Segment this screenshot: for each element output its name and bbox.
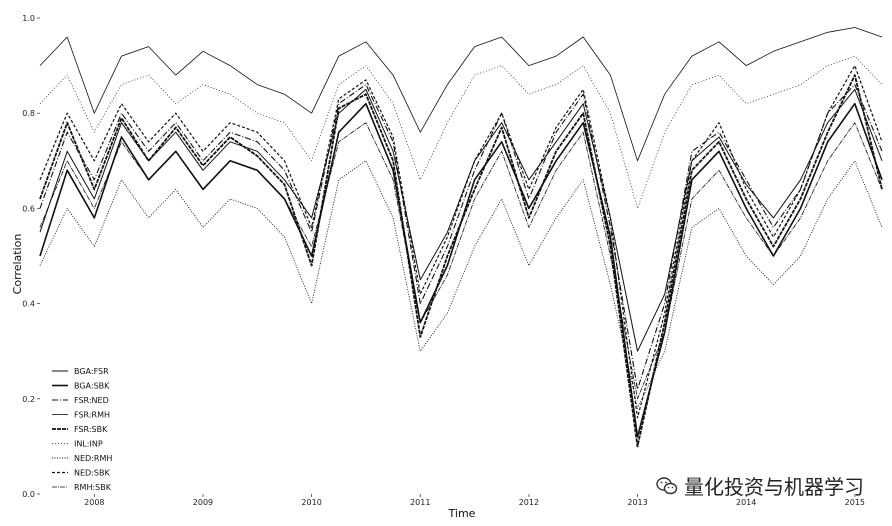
plot-area (39, 27, 883, 448)
legend-label: FSR:SBK (74, 425, 108, 434)
watermark: 量化投资与机器学习 (656, 471, 864, 500)
legend-label: NED:RMH (74, 454, 112, 463)
y-tick-label: 0.8 (22, 109, 35, 118)
y-tick-label: 0.4 (22, 300, 35, 309)
x-tick-label: 2013 (627, 498, 647, 507)
series-line-ned-sbk (39, 64, 883, 419)
legend-label: INL:INP (74, 440, 103, 449)
series-line-rmh-sbk (39, 122, 883, 400)
legend-label: FSR:NED (74, 396, 109, 405)
y-tick-label: 1.0 (22, 14, 35, 23)
x-tick-label: 2014 (736, 498, 756, 507)
y-axis: 0.0 0.2 0.4 0.6 0.8 1.0 (22, 14, 40, 499)
x-tick-label: 2012 (519, 498, 539, 507)
y-axis-label: Correlation (11, 234, 24, 295)
x-tick-label: 2010 (301, 498, 321, 507)
x-tick-label: 2015 (845, 498, 865, 507)
y-tick-label: 0.2 (22, 395, 35, 404)
legend-label: FSR:RMH (74, 411, 110, 420)
series-line-ned-rmh (39, 160, 883, 409)
series-line-inl-inp (39, 55, 883, 209)
watermark-text: 量化投资与机器学习 (684, 475, 864, 499)
series-line-fsr-rmh (39, 27, 883, 162)
series-line-bga-fsr (39, 88, 883, 352)
legend-label: BGA:SBK (74, 382, 110, 391)
legend-label: RMH:SBK (74, 483, 112, 492)
y-tick-label: 0.6 (22, 204, 35, 213)
wechat-icon (656, 476, 678, 494)
legend-label: BGA:FSR (74, 367, 109, 376)
x-tick-label: 2009 (193, 498, 213, 507)
x-axis-label: Time (448, 507, 476, 520)
legend-label: NED:SBK (74, 469, 110, 478)
series-line-fsr-ned (39, 84, 883, 390)
legend: BGA:FSR BGA:SBK FSR:NED FSR:RMH FSR:SBK INL:I… (52, 367, 112, 492)
series-line-bga-sbk (39, 102, 883, 438)
x-tick-label: 2011 (410, 498, 430, 507)
x-tick-label: 2008 (84, 498, 104, 507)
series-line-fsr-sbk (39, 74, 883, 448)
y-tick-label: 0.0 (22, 490, 35, 499)
x-axis: 2008 2009 2010 2011 2012 2013 2014 2015 (84, 494, 865, 507)
